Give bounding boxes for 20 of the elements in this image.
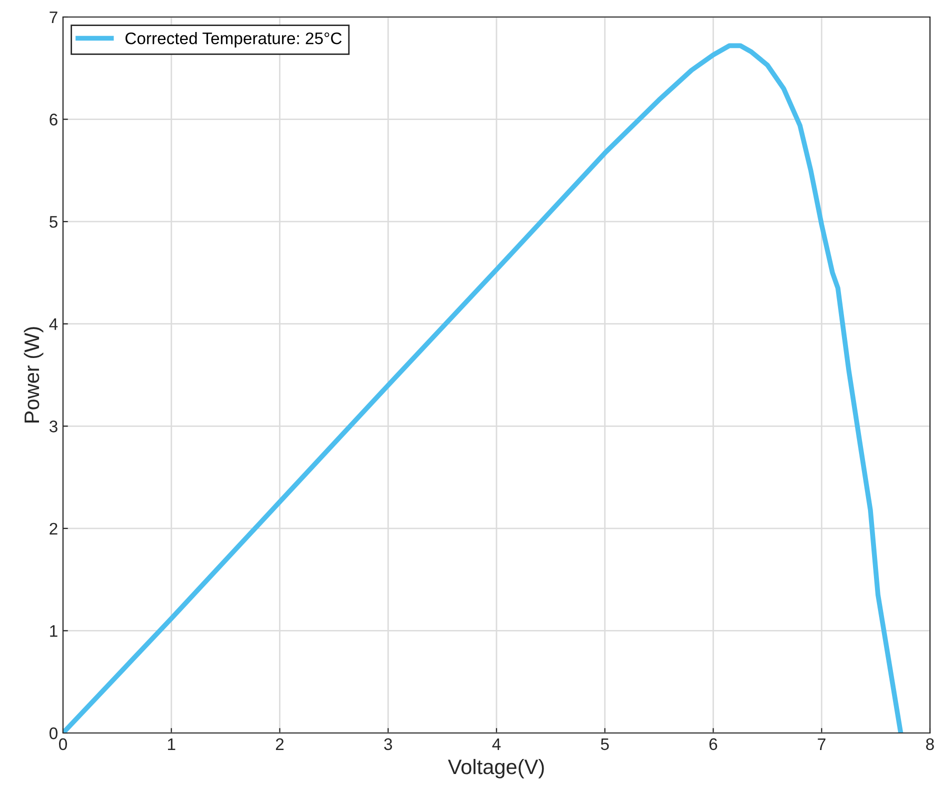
y-tick-label: 6 [50,114,58,126]
legend-label: Corrected Temperature: 25°C [126,32,342,48]
x-tick-label: 7 [818,738,826,750]
x-tick-label: 1 [168,738,176,750]
y-tick-label: 3 [50,420,58,432]
x-axis-title: Voltage(V) [448,758,544,778]
y-tick-label: 5 [50,216,58,228]
y-tick-label: 4 [49,318,58,330]
y-tick-label: 2 [50,522,58,534]
x-tick-label: 0 [59,738,67,750]
y-tick-label: 1 [50,625,58,637]
x-tick-label: 5 [600,738,609,750]
x-tick-label: 4 [492,738,501,750]
x-tick-label: 6 [709,738,718,750]
y-tick-label: 0 [50,727,58,740]
x-tick-label: 3 [384,738,392,750]
x-tick-label: 2 [276,738,284,750]
x-tick-label: 8 [926,738,934,750]
y-axis-title: Power (W) [24,327,44,422]
y-tick-label: 7 [50,12,58,24]
